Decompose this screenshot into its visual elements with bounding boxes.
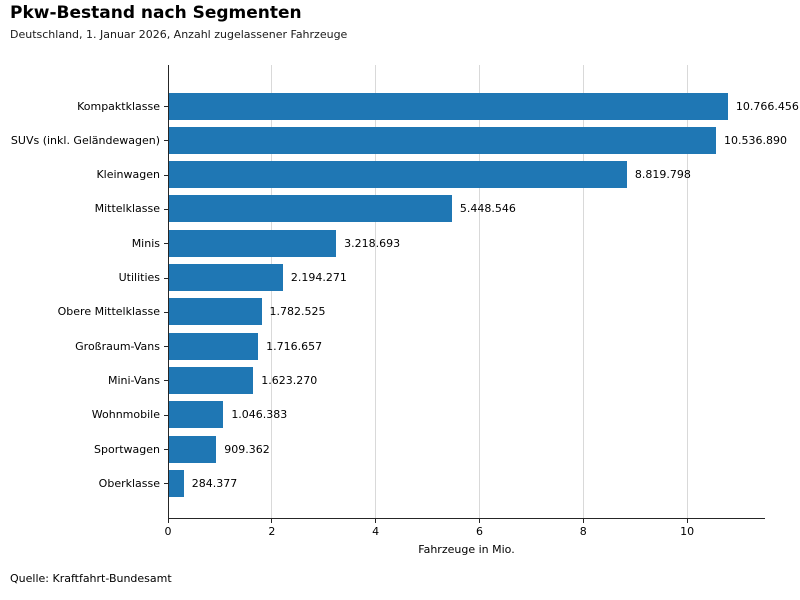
category-label-10: Sportwagen bbox=[94, 442, 160, 456]
x-tick-label-6: 6 bbox=[475, 525, 483, 538]
y-tick-0 bbox=[164, 106, 168, 107]
x-tick-0 bbox=[167, 519, 169, 523]
bar-value-label-0: 10.766.456 bbox=[735, 99, 799, 113]
bar-value-label-9: 1.046.383 bbox=[231, 408, 288, 422]
gridline-x-4 bbox=[375, 65, 377, 518]
x-axis bbox=[168, 518, 765, 519]
y-tick-11 bbox=[164, 483, 168, 485]
x-tick-8 bbox=[582, 519, 584, 523]
y-tick-5 bbox=[164, 277, 168, 279]
bar-10 bbox=[169, 435, 217, 463]
bar-4 bbox=[169, 229, 337, 257]
source-note: Quelle: Kraftfahrt-Bundesamt bbox=[10, 572, 172, 585]
category-label-7: Großraum-Vans bbox=[75, 339, 160, 353]
bar-5 bbox=[169, 264, 283, 291]
category-label-8: Mini-Vans bbox=[107, 373, 160, 387]
y-tick-7 bbox=[164, 346, 168, 348]
bar-0 bbox=[169, 92, 728, 120]
bar-8 bbox=[169, 366, 254, 394]
bar-9 bbox=[169, 401, 224, 429]
category-label-6: Obere Mittelklasse bbox=[57, 305, 160, 319]
y-tick-3 bbox=[164, 208, 168, 210]
category-label-0: Kompaktklasse bbox=[77, 99, 160, 113]
bar-2 bbox=[169, 161, 627, 189]
y-tick-9 bbox=[164, 414, 168, 416]
bar-value-label-5: 2.194.271 bbox=[290, 271, 347, 284]
gridline-x-6 bbox=[478, 65, 480, 518]
y-tick-4 bbox=[164, 243, 168, 245]
category-label-2: Kleinwagen bbox=[96, 168, 160, 182]
bar-value-label-1: 10.536.890 bbox=[724, 133, 787, 147]
category-label-11: Oberklasse bbox=[98, 476, 160, 490]
y-tick-2 bbox=[164, 174, 168, 176]
gridline-x-2 bbox=[271, 65, 273, 518]
category-label-4: Minis bbox=[131, 236, 160, 250]
category-label-9: Wohnmobile bbox=[91, 408, 160, 422]
bar-value-label-10: 909.362 bbox=[224, 442, 270, 456]
x-tick-10 bbox=[686, 519, 688, 523]
y-tick-8 bbox=[164, 380, 168, 382]
bar-value-label-4: 3.218.693 bbox=[344, 236, 401, 250]
x-tick-6 bbox=[478, 519, 480, 523]
chart-subtitle: Deutschland, 1. Januar 2026, Anzahl zuge… bbox=[10, 28, 348, 41]
x-tick-label-4: 4 bbox=[372, 525, 380, 538]
bar-value-label-8: 1.623.270 bbox=[261, 373, 318, 387]
gridline-x-10 bbox=[686, 65, 688, 518]
bar-3 bbox=[169, 195, 452, 223]
y-tick-1 bbox=[164, 140, 168, 142]
x-tick-label-2: 2 bbox=[268, 525, 276, 538]
x-tick-4 bbox=[375, 519, 377, 523]
bar-value-label-2: 8.819.798 bbox=[634, 168, 691, 182]
bar-11 bbox=[169, 469, 184, 497]
x-axis-label: Fahrzeuge in Mio. bbox=[418, 543, 515, 556]
bar-7 bbox=[169, 332, 259, 360]
bar-value-label-3: 5.448.546 bbox=[459, 202, 516, 216]
bar-value-label-7: 1.716.657 bbox=[266, 339, 323, 353]
bar-1 bbox=[169, 126, 716, 154]
x-tick-2 bbox=[271, 519, 273, 523]
x-tick-label-0: 0 bbox=[164, 525, 172, 538]
bar-value-label-11: 284.377 bbox=[191, 476, 238, 490]
plot-area: Fahrzeuge in Mio. 10.766.456 Kompaktklass… bbox=[11, 65, 799, 556]
gridline-x-8 bbox=[582, 65, 584, 518]
y-tick-6 bbox=[164, 311, 168, 313]
category-label-3: Mittelklasse bbox=[94, 202, 160, 216]
x-tick-label-8: 8 bbox=[579, 525, 587, 538]
bar-value-label-6: 1.782.525 bbox=[269, 305, 326, 319]
y-tick-10 bbox=[164, 449, 168, 450]
category-label-1: SUVs (inkl. Geländewagen) bbox=[10, 133, 160, 147]
bar-6 bbox=[169, 298, 262, 326]
x-tick-label-10: 10 bbox=[680, 525, 695, 538]
y-axis bbox=[168, 65, 169, 519]
chart-title: Pkw-Bestand nach Segmenten bbox=[10, 3, 302, 23]
category-label-5: Utilities bbox=[118, 271, 160, 284]
